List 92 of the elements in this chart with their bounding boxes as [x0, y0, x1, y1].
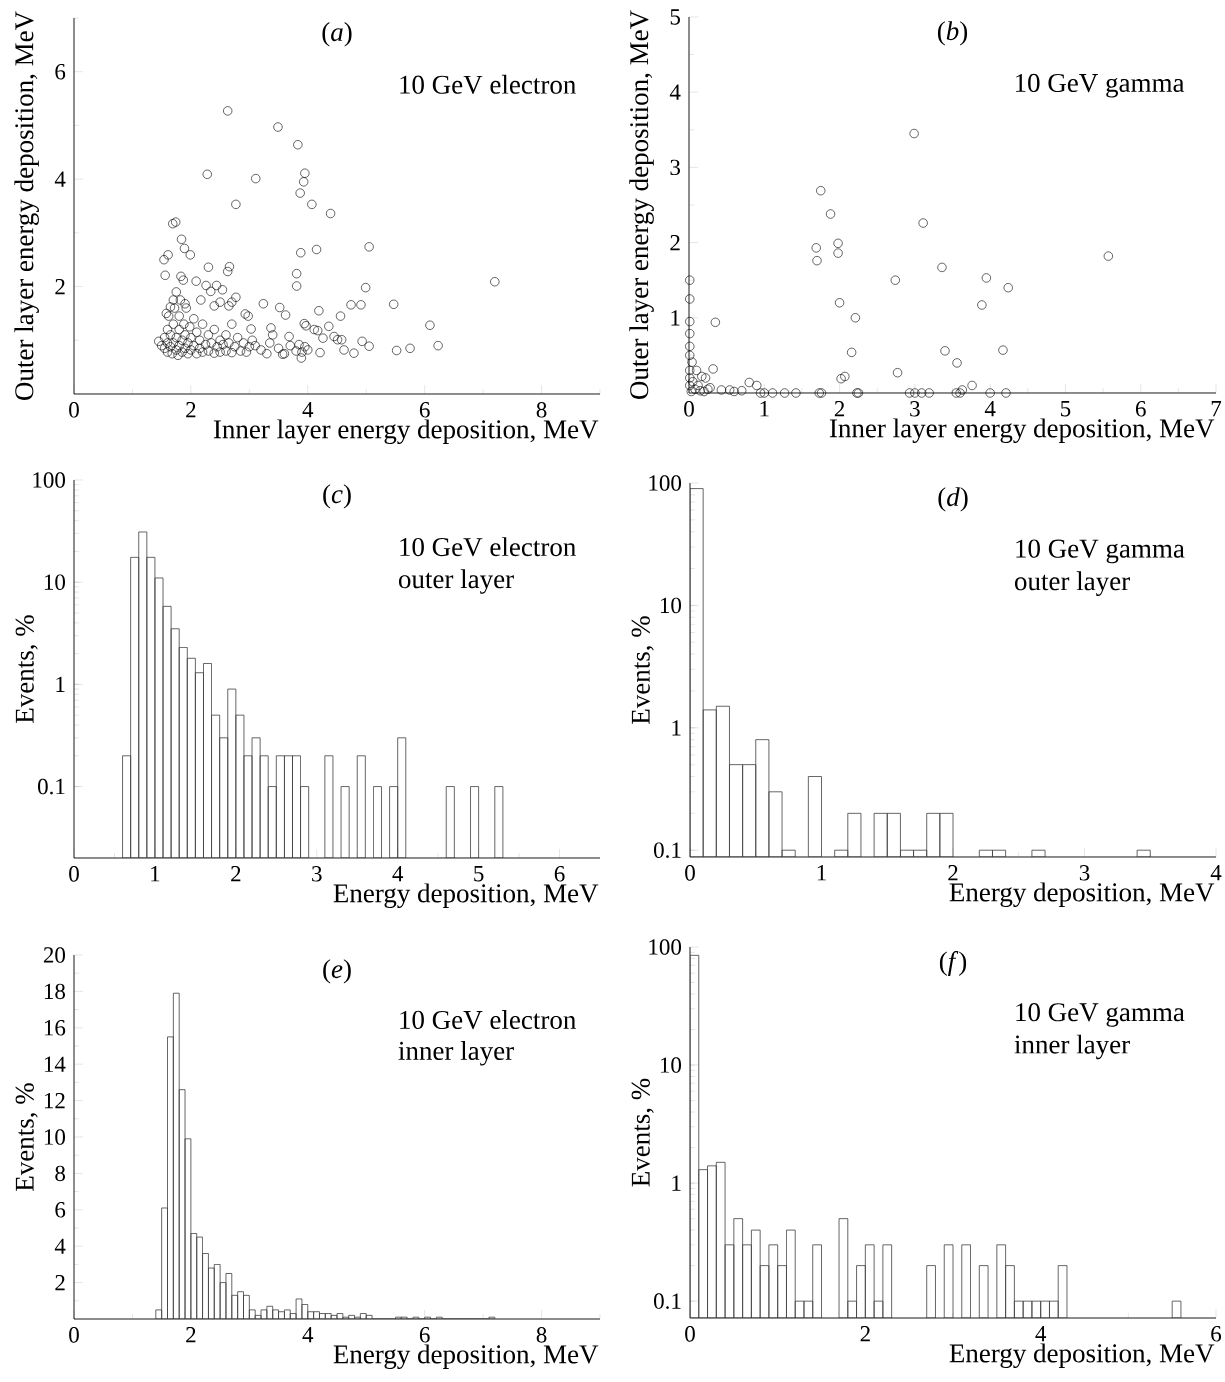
x-tick-label: 6: [419, 402, 430, 418]
y-axis-title: Events, %: [15, 615, 38, 723]
x-tick-label: 2: [860, 1326, 870, 1342]
y-tick-label: 6: [55, 63, 66, 80]
x-tick-label: 4: [302, 1327, 314, 1343]
y-tick-label: 10: [44, 574, 66, 590]
annotation: 10 GeV gamma: [1015, 73, 1185, 98]
annotation: 10 GeV electron: [400, 537, 576, 557]
y-tick-label: 6: [55, 1202, 66, 1218]
y-tick-label: 18: [44, 983, 66, 1000]
x-tick-label: 6: [1135, 401, 1146, 417]
x-tick-label: 8: [536, 1327, 547, 1343]
y-tick-label: 5: [670, 9, 680, 25]
x-axis-title: Inner layer energy deposition, MeV: [213, 419, 599, 444]
y-tick-label: 100: [649, 475, 682, 491]
x-tick-label: 6: [419, 1327, 430, 1343]
x-tick-label: 0: [685, 865, 695, 881]
y-axis-title: Events, %: [15, 1083, 38, 1191]
y-tick-label: 0.1: [38, 778, 65, 795]
y-tick-label: 100: [33, 472, 66, 488]
annotation: inner layer: [398, 1040, 514, 1066]
y-tick-label: 1: [56, 676, 65, 692]
x-tick-label: 3: [1079, 865, 1090, 881]
x-tick-label: 6: [1211, 1326, 1222, 1342]
x-axis-title: Energy deposition, MeV: [333, 883, 599, 909]
annotation: inner layer: [1014, 1034, 1130, 1060]
y-tick-label: 100: [649, 939, 682, 955]
x-tick-label: 8: [536, 402, 547, 418]
x-tick-label: 7: [1211, 401, 1222, 417]
annotation: 10 GeV electron: [400, 1010, 576, 1030]
chart-title: (c): [323, 484, 351, 509]
y-tick-label: 10: [660, 1057, 682, 1073]
x-tick-label: 0: [685, 1326, 695, 1342]
chart-title: (b): [937, 21, 968, 46]
x-tick-label: 0: [69, 402, 79, 418]
y-tick-label: 10: [44, 1129, 66, 1145]
annotation: 10 GeV gamma: [1016, 1003, 1185, 1027]
x-tick-label: 4: [1035, 1326, 1047, 1342]
chart-title: (e): [323, 959, 351, 984]
y-tick-label: 0.1: [654, 842, 681, 859]
x-tick-label: 5: [474, 866, 484, 882]
x-tick-label: 3: [910, 401, 920, 417]
y-axis-title: Outer layer energy deposition, MeV: [629, 10, 654, 399]
x-axis-title: Energy deposition, MeV: [949, 882, 1215, 908]
x-tick-label: 2: [231, 866, 241, 882]
x-tick-label: 4: [1210, 865, 1222, 881]
annotation: 10 GeV electron: [400, 74, 576, 94]
x-tick-label: 1: [817, 865, 826, 881]
y-tick-label: 4: [669, 84, 681, 100]
x-tick-label: 2: [834, 401, 845, 417]
y-axis-title: Events, %: [631, 616, 654, 724]
x-tick-label: 0: [69, 866, 79, 882]
x-axis-title: Energy deposition, MeV: [949, 1343, 1215, 1369]
annotation: outer layer: [1014, 571, 1130, 596]
chart-title: (f): [939, 951, 967, 976]
x-tick-label: 2: [948, 865, 958, 881]
y-tick-label: 1: [672, 1175, 681, 1191]
y-tick-label: 1: [672, 720, 681, 736]
y-tick-label: 4: [54, 1238, 66, 1254]
annotation: outer layer: [398, 569, 514, 594]
y-tick-label: 2: [55, 278, 65, 295]
y-tick-label: 2: [670, 234, 680, 251]
x-tick-label: 1: [151, 866, 160, 882]
y-tick-label: 0.1: [654, 1293, 681, 1309]
x-tick-label: 1: [760, 401, 769, 417]
x-tick-label: 4: [984, 401, 996, 417]
x-tick-label: 6: [554, 866, 565, 882]
y-tick-label: 20: [43, 947, 66, 963]
x-tick-label: 5: [1061, 401, 1071, 417]
y-axis-title: Events, %: [631, 1078, 654, 1187]
x-tick-label: 4: [392, 866, 404, 882]
y-tick-label: 14: [44, 1056, 66, 1072]
y-tick-label: 3: [670, 159, 680, 176]
y-tick-label: 12: [44, 1092, 65, 1109]
chart-title: (d): [938, 487, 968, 512]
x-axis-title: Energy deposition, MeV: [333, 1344, 599, 1370]
y-tick-label: 16: [44, 1020, 66, 1036]
y-tick-label: 4: [54, 171, 66, 187]
y-tick-label: 1: [671, 310, 680, 326]
x-tick-label: 4: [302, 402, 314, 418]
x-tick-label: 0: [684, 401, 694, 417]
y-tick-label: 2: [55, 1274, 65, 1291]
y-axis-title: Outer layer energy deposition, MeV: [14, 11, 39, 400]
x-tick-label: 3: [312, 866, 322, 882]
x-tick-label: 2: [186, 402, 196, 418]
x-axis-title: Inner layer energy deposition, MeV: [829, 418, 1215, 443]
y-tick-label: 8: [55, 1165, 66, 1182]
chart-title: (a): [322, 22, 352, 47]
y-tick-label: 10: [660, 597, 682, 614]
annotation: 10 GeV gamma: [1016, 539, 1185, 564]
x-tick-label: 0: [69, 1327, 79, 1343]
x-tick-label: 2: [186, 1327, 196, 1343]
